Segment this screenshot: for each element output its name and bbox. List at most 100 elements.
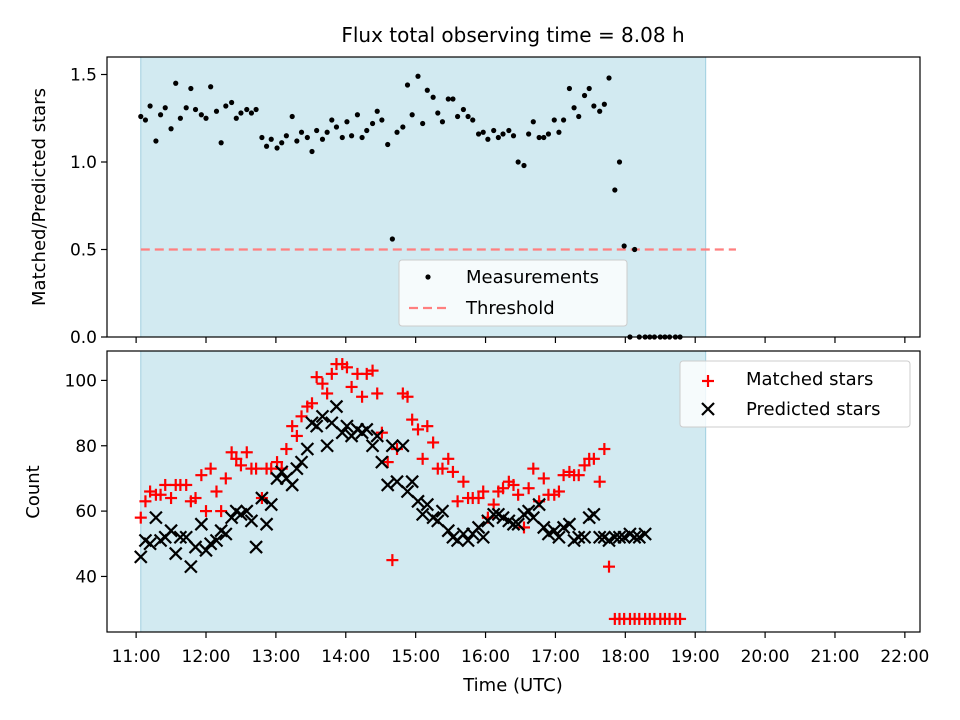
predicted-star-point (390, 474, 404, 489)
predicted-star-point (411, 494, 425, 509)
bottom-y-label: Count (23, 465, 44, 518)
top-y-ticks: 0.0 0.5 1.0 1.5 (70, 66, 107, 348)
matched-star-point (411, 423, 424, 436)
top-legend: Measurements Threshold (398, 259, 628, 327)
predicted-star-point (638, 527, 652, 541)
predicted-star-point (219, 527, 233, 541)
legend-matched-label: Matched stars (746, 369, 873, 390)
matched-star-point (234, 459, 247, 472)
measurement-point (238, 110, 244, 116)
matched-star-point (593, 475, 606, 488)
predicted-star-point (329, 399, 344, 414)
matched-star-point (401, 390, 414, 403)
matched-star-point (472, 492, 485, 505)
measurement-point (253, 106, 259, 113)
measurement-point (324, 129, 330, 135)
measurement-point (450, 96, 456, 102)
measurement-point (616, 159, 623, 165)
legend-predicted-label: Predicted stars (746, 399, 880, 420)
measurement-point (248, 110, 255, 116)
measurement-points (138, 73, 683, 340)
predicted-star-point (587, 507, 601, 522)
measurement-point (612, 187, 618, 193)
measurement-point (333, 124, 340, 130)
measurement-point (359, 134, 365, 141)
matched-star-point (340, 361, 353, 374)
matched-star-point (321, 387, 334, 400)
predicted-star-point (365, 438, 380, 453)
predicted-star-point (149, 510, 163, 525)
predicted-star-point (380, 478, 395, 492)
x-tick-label: 12:00 (182, 647, 231, 667)
measurement-point (521, 162, 527, 169)
matched-star-point (204, 462, 217, 475)
predicted-star-point (290, 461, 304, 476)
matched-star-point (371, 387, 384, 400)
x-tick-label: 17:00 (531, 647, 580, 667)
matched-star-point (154, 488, 167, 501)
matched-star-point (139, 495, 152, 508)
measurement-point (632, 246, 638, 253)
measurement-point (424, 87, 430, 93)
measurement-point (283, 133, 289, 139)
matched-star-point (587, 452, 600, 465)
measurement-point (198, 112, 204, 118)
predicted-star-point (255, 491, 269, 505)
x-tick-label: 13:00 (251, 647, 300, 667)
matched-star-point (497, 482, 510, 495)
predicted-star-point (168, 546, 183, 561)
measurement-point (470, 117, 476, 123)
matched-star-point (674, 612, 687, 625)
predicted-star-point (612, 530, 627, 545)
x-tick-label: 22:00 (880, 647, 929, 667)
measurement-point (348, 133, 355, 139)
measurement-point (354, 112, 361, 118)
measurement-point (394, 129, 400, 135)
x-tick-label: 19:00 (671, 647, 720, 667)
matched-star-point (442, 452, 455, 465)
matched-star-point (552, 485, 565, 498)
matched-star-point (537, 472, 550, 485)
predicted-star-point (335, 425, 350, 440)
measurement-point (279, 140, 285, 146)
measurement-point (439, 119, 446, 125)
measurement-point (430, 94, 436, 100)
measurement-point (606, 75, 612, 81)
measurement-point (364, 127, 370, 134)
bottom-legend-box (679, 360, 911, 428)
measurement-point (223, 103, 229, 109)
predicted-star-point (471, 520, 486, 535)
matched-star-point (477, 485, 490, 498)
measurement-point (560, 117, 567, 123)
matched-star-point (240, 446, 253, 459)
legend-predicted-marker (701, 402, 715, 416)
measurement-point (263, 143, 270, 149)
matched-star-point (180, 478, 193, 491)
predicted-star-point (396, 438, 410, 453)
measurement-point (480, 129, 486, 135)
matched-star-point (421, 420, 434, 433)
measurement-point (374, 108, 380, 114)
measurement-point (309, 148, 315, 155)
matched-star-point (436, 462, 449, 475)
matched-star-point (572, 469, 585, 482)
x-tick-label: 14:00 (321, 647, 370, 667)
x-axis-label: Time (UTC) (462, 675, 563, 696)
matched-star-point (250, 462, 263, 475)
measurement-point (530, 119, 536, 125)
y-tick-label: 0.5 (70, 241, 97, 261)
measurement-point (173, 80, 179, 86)
predicted-star-point (325, 416, 339, 430)
predicted-star-point (143, 537, 157, 551)
legend-measurement-marker (425, 274, 431, 280)
measurement-point (495, 134, 501, 141)
predicted-star-point (552, 530, 566, 545)
predicted-star-point (320, 438, 334, 453)
measurement-point (515, 159, 521, 165)
predicted-star-point (370, 429, 385, 443)
predicted-star-point (340, 419, 354, 433)
predicted-star-point (461, 533, 475, 548)
predicted-star-point (431, 514, 445, 528)
matched-star-point (603, 560, 616, 573)
predicted-star-point (315, 409, 330, 424)
